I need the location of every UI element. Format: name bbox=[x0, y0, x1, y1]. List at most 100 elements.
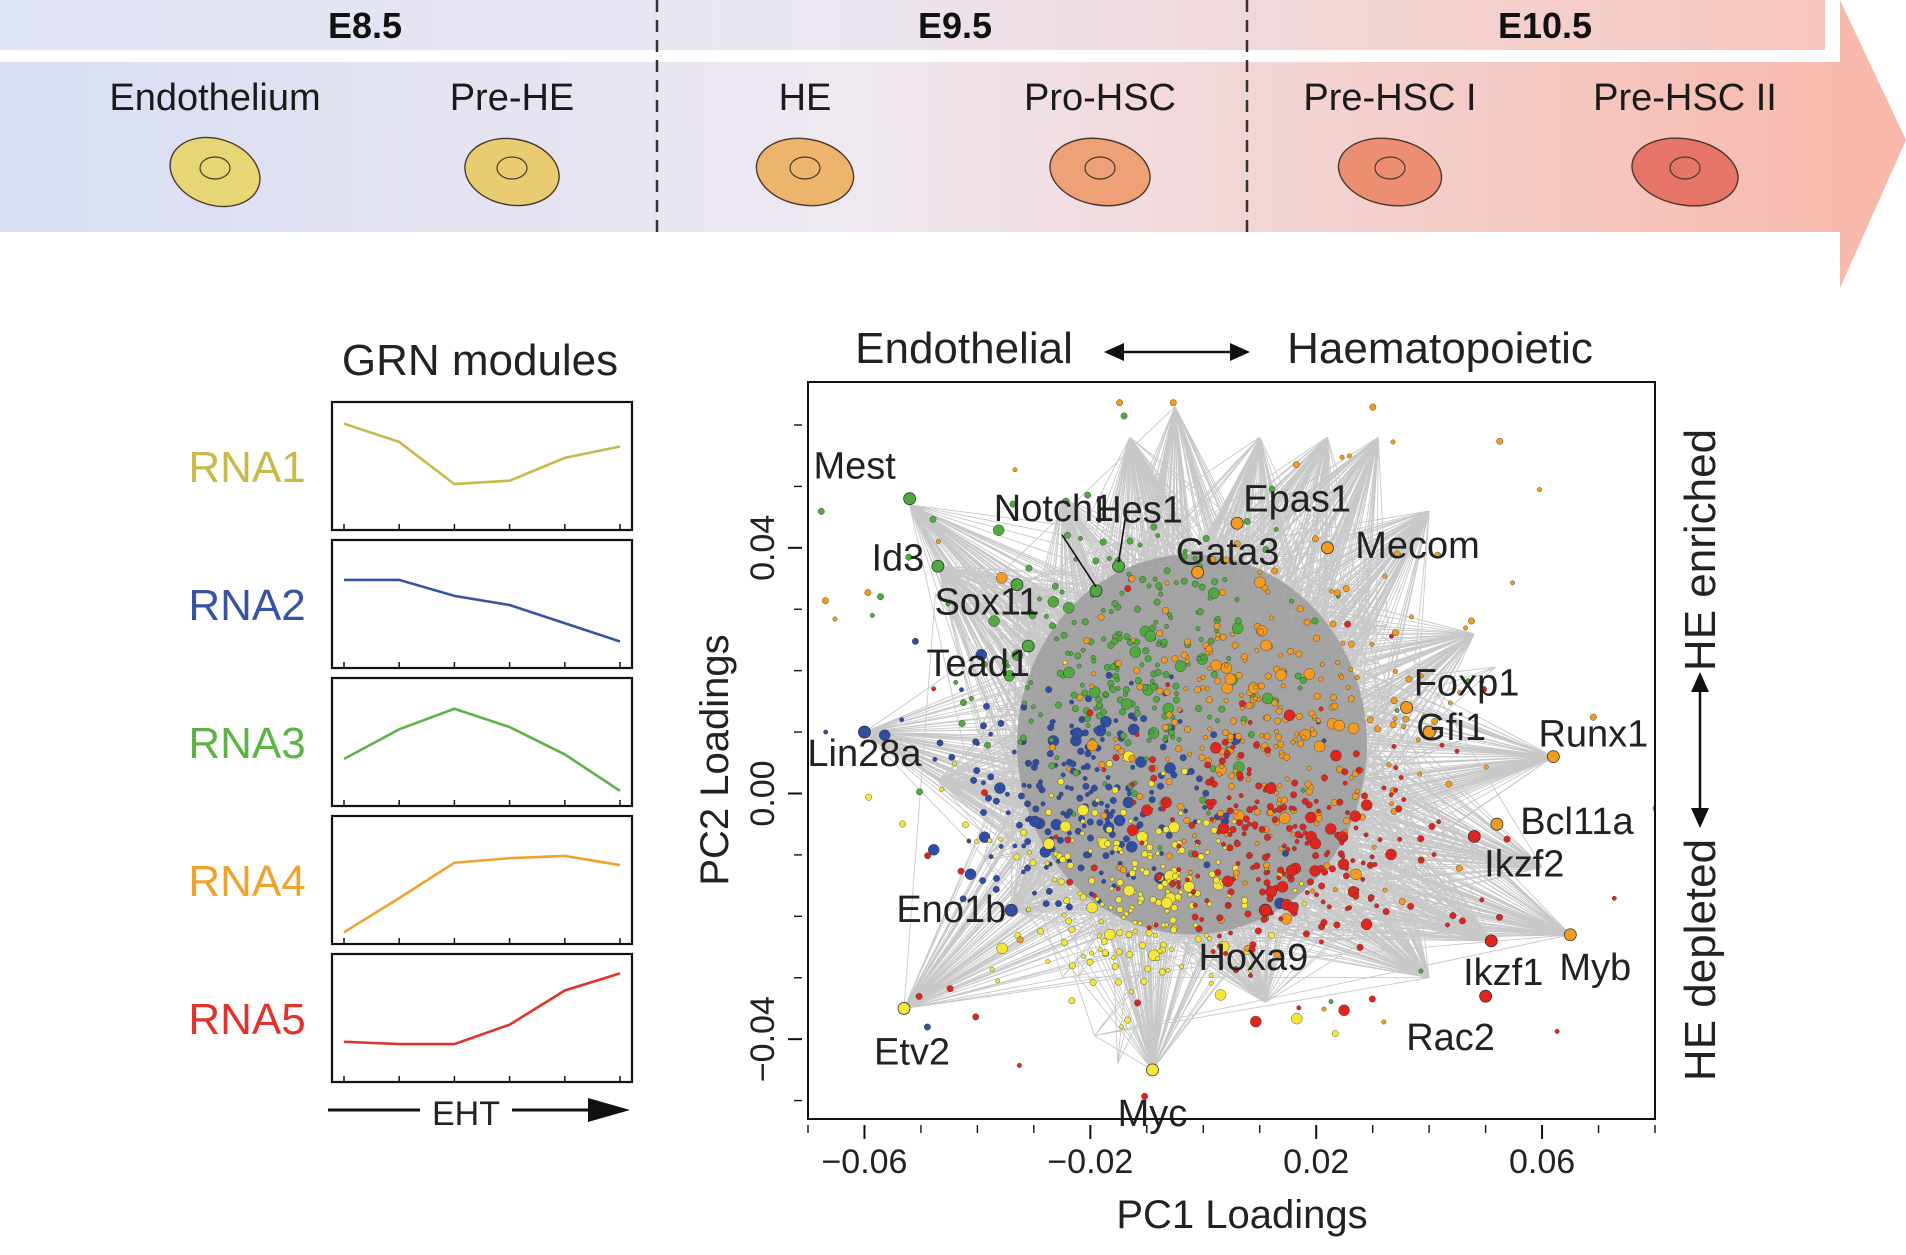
gene-point bbox=[1139, 867, 1145, 873]
gene-point bbox=[1340, 640, 1346, 646]
gene-point bbox=[1297, 740, 1305, 748]
gene-point bbox=[1105, 803, 1110, 809]
gene-point bbox=[1152, 705, 1157, 711]
gene-point bbox=[1300, 677, 1307, 684]
gene-marker-bcl11a bbox=[1490, 817, 1504, 831]
gene-point bbox=[1421, 714, 1427, 719]
he-depleted-label: HE depleted bbox=[1676, 839, 1725, 1081]
gene-point bbox=[1397, 836, 1403, 842]
gene-point bbox=[1095, 712, 1103, 720]
gene-point bbox=[1069, 786, 1074, 791]
gene-point bbox=[1318, 676, 1324, 682]
gene-marker-hoxa9 bbox=[1258, 903, 1272, 917]
gene-point bbox=[1233, 540, 1241, 548]
gene-point bbox=[1390, 697, 1398, 704]
gene-point bbox=[865, 793, 872, 801]
gene-point bbox=[1150, 683, 1158, 691]
he-arrow-up-head bbox=[1691, 672, 1709, 692]
gene-point bbox=[1069, 723, 1075, 729]
gene-point bbox=[1194, 686, 1202, 694]
gene-point bbox=[1150, 774, 1158, 782]
gene-point bbox=[1203, 735, 1208, 740]
gene-point bbox=[1537, 487, 1542, 492]
gene-point bbox=[1109, 797, 1117, 804]
gene-point bbox=[1273, 527, 1279, 532]
gene-point bbox=[1096, 933, 1102, 939]
gene-point bbox=[1303, 618, 1311, 626]
gene-point bbox=[1146, 737, 1152, 743]
gene-point bbox=[1454, 748, 1460, 754]
gene-point bbox=[1219, 633, 1227, 641]
eht-label: EHT bbox=[432, 1095, 500, 1133]
gene-point bbox=[1449, 912, 1457, 919]
gene-point bbox=[1265, 589, 1271, 595]
gene-point bbox=[1024, 838, 1032, 845]
gene-point bbox=[1120, 732, 1127, 740]
gene-point bbox=[1132, 928, 1138, 934]
gene-point bbox=[957, 867, 965, 875]
gene-point bbox=[1132, 866, 1138, 871]
gene-point bbox=[1276, 875, 1282, 881]
gene-point bbox=[973, 839, 979, 845]
gene-point bbox=[1126, 951, 1133, 958]
gene-point bbox=[1243, 518, 1251, 525]
gene-marker-gfi1 bbox=[1422, 725, 1436, 739]
gene-point bbox=[1394, 708, 1400, 713]
gene-point bbox=[1183, 808, 1189, 814]
gene-point bbox=[1016, 936, 1024, 944]
gene-point bbox=[1417, 835, 1425, 843]
gene-point bbox=[1151, 866, 1157, 871]
gene-point bbox=[1071, 727, 1083, 739]
gene-point bbox=[1066, 766, 1072, 772]
gene-point bbox=[1125, 841, 1138, 853]
gene-point bbox=[1116, 399, 1124, 407]
gene-point bbox=[1165, 756, 1171, 762]
gene-point bbox=[1128, 908, 1134, 913]
gene-point bbox=[1207, 595, 1213, 601]
grn-modules-panel: GRN modules RNA1 RNA2 RNA3 RNA4 RNA5 EHT bbox=[188, 336, 634, 1133]
gene-point bbox=[1037, 596, 1042, 602]
gene-point bbox=[1218, 705, 1226, 713]
gene-point bbox=[1140, 715, 1148, 722]
gene-label-bcl11a: Bcl11a bbox=[1520, 801, 1634, 843]
gene-point bbox=[1091, 755, 1096, 760]
gene-point bbox=[1141, 850, 1149, 858]
gene-point bbox=[1216, 943, 1222, 949]
gene-point bbox=[1208, 870, 1216, 878]
gene-point bbox=[983, 703, 990, 710]
gene-point bbox=[1115, 659, 1122, 667]
gene-point bbox=[1071, 620, 1077, 625]
gene-point bbox=[1115, 896, 1123, 904]
gene-point bbox=[1284, 776, 1290, 782]
gene-point bbox=[1060, 810, 1066, 816]
gene-point bbox=[1254, 841, 1260, 846]
gene-point bbox=[1042, 900, 1050, 907]
gene-point bbox=[1179, 754, 1187, 762]
gene-point bbox=[1056, 669, 1064, 677]
gene-point bbox=[1062, 497, 1070, 505]
gene-point bbox=[1369, 642, 1375, 647]
x-tick-label: 0.02 bbox=[1283, 1143, 1349, 1181]
gene-point bbox=[1276, 881, 1289, 893]
gene-point bbox=[1159, 743, 1167, 751]
gene-point bbox=[1130, 790, 1138, 797]
gene-point bbox=[1091, 809, 1099, 817]
gene-point bbox=[1188, 822, 1196, 829]
gene-point bbox=[1062, 602, 1075, 614]
gene-point bbox=[1105, 672, 1113, 679]
gene-point bbox=[1254, 741, 1260, 746]
gene-point bbox=[1428, 823, 1436, 830]
gene-point bbox=[905, 553, 913, 561]
gene-point bbox=[1313, 798, 1319, 804]
gene-point bbox=[1149, 678, 1155, 684]
gene-point bbox=[1216, 914, 1224, 922]
gene-point bbox=[916, 788, 923, 796]
gene-point bbox=[1389, 801, 1395, 806]
gene-point bbox=[1392, 629, 1399, 636]
gene-label-gata3: Gata3 bbox=[1176, 531, 1280, 573]
gene-point bbox=[1163, 567, 1171, 575]
gene-point bbox=[1271, 699, 1279, 707]
gene-point bbox=[1142, 869, 1150, 876]
gene-point bbox=[1043, 838, 1055, 850]
gene-point bbox=[1066, 862, 1074, 869]
